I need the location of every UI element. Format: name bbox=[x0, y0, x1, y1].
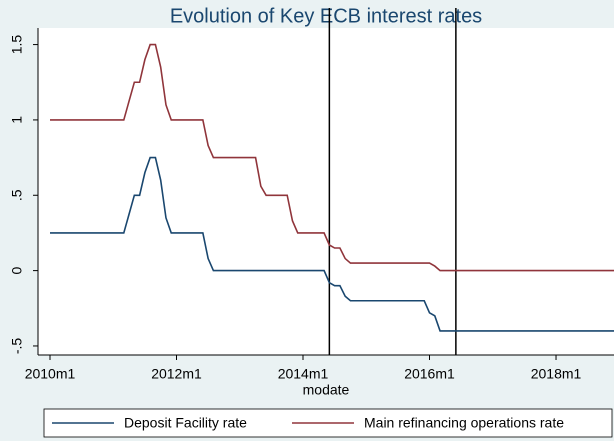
y-tick-label: -.5 bbox=[9, 338, 25, 355]
y-tick-label: 1 bbox=[9, 116, 25, 124]
chart-title: Evolution of Key ECB interest rates bbox=[170, 5, 482, 27]
series-line bbox=[50, 43, 614, 272]
y-tick-label: .5 bbox=[9, 189, 25, 201]
x-tick-label: 2016m1 bbox=[404, 366, 455, 382]
x-tick-label: 2010m1 bbox=[25, 366, 76, 382]
x-axis-label: modate bbox=[303, 382, 350, 398]
x-tick-label: 2012m1 bbox=[151, 366, 202, 382]
legend-label: Main refinancing operations rate bbox=[364, 415, 564, 431]
x-tick-label: 2014m1 bbox=[278, 366, 329, 382]
y-tick-label: 0 bbox=[9, 267, 25, 275]
x-tick-label: 2018m1 bbox=[531, 366, 582, 382]
y-tick-label: 1.5 bbox=[9, 35, 25, 55]
series-line bbox=[50, 156, 614, 332]
plot-area bbox=[38, 28, 614, 355]
legend-label: Deposit Facility rate bbox=[124, 415, 247, 431]
